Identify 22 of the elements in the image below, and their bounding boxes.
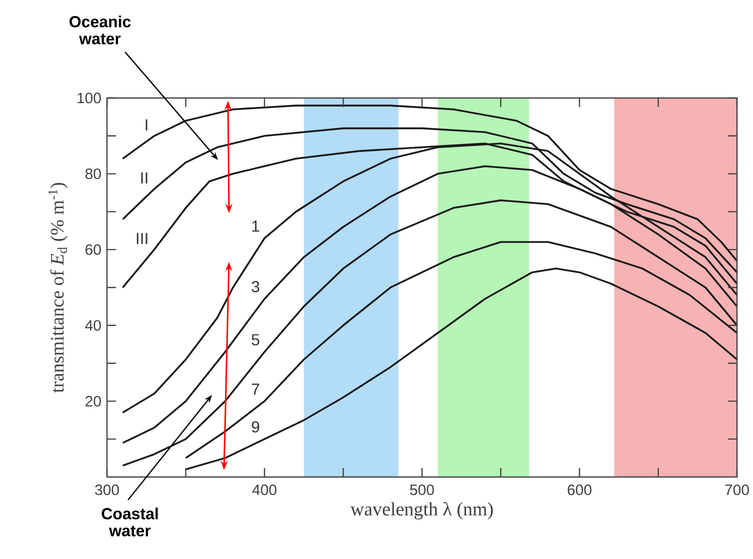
text: Coastal water [102,508,158,536]
series-label: III [136,233,148,244]
y-axis-title: transmittance of E$_{d}$ (% m$^{-1}$) [48,182,68,393]
series-label: 5 [252,334,260,346]
y-tick-label: 40 [85,320,101,331]
y-tick-label: 80 [85,168,101,180]
series-label: II [141,172,148,184]
text: Oceanic water [70,16,131,44]
x-axis-title: wavelength λ (nm) [350,502,493,520]
x-tick-label: 300 [95,484,119,496]
y-tick-label: 20 [86,396,101,406]
x-tick-label: 600 [568,484,592,496]
x-tick-label: 500 [410,484,434,496]
y-tick-label: 60 [86,244,101,255]
series-label: 1 [252,220,260,232]
y-tick-label: 100 [78,92,101,104]
series-label: I [146,119,148,130]
series-label: 3 [252,281,260,292]
series-label: 7 [252,384,260,395]
series-label: 9 [252,421,260,433]
x-tick-label: 700 [725,484,749,496]
x-tick-label: 400 [252,484,276,496]
